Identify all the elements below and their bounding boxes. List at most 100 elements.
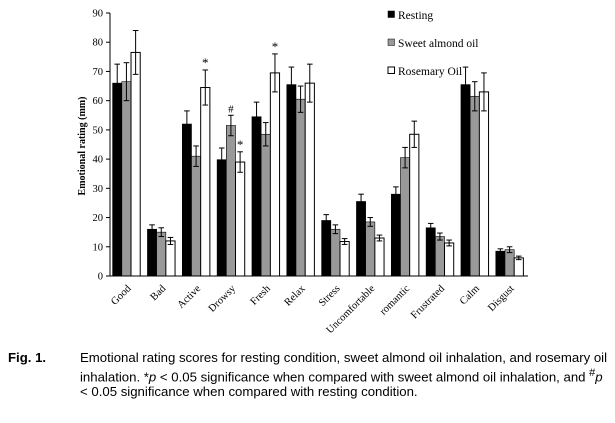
legend-label: Sweet almond oil (398, 38, 479, 50)
error-bar (123, 62, 130, 102)
error-bar (237, 151, 243, 173)
axes (109, 13, 528, 277)
y-tick-label: 20 (93, 213, 104, 224)
error-bar (427, 222, 434, 233)
y-tick-label: 60 (93, 96, 104, 107)
bar-sweet-almond-oil (469, 95, 480, 277)
error-bar (481, 72, 487, 112)
bar-rosemary-oil (165, 240, 176, 277)
error-bar (341, 238, 348, 245)
bar-sweet-almond-oil (121, 81, 132, 277)
bar-chart: Emotional rating (mm) 0 10 20 30 40 50 60 70 80 9… (77, 9, 528, 336)
bar-resting (216, 159, 227, 277)
bar-resting (112, 82, 123, 277)
bar-rosemary-oil (130, 51, 141, 277)
bar-rosemary-oil (200, 87, 211, 277)
bar-resting (321, 220, 332, 277)
bar-sweet-almond-oil (295, 98, 306, 277)
bar-resting (286, 84, 297, 277)
caption-text-3: < 0.05 significance when compared with r… (80, 384, 418, 400)
error-bar (411, 120, 418, 148)
bar-sweet-almond-oil (226, 125, 236, 277)
y-tick-label: 80 (93, 38, 104, 49)
bar-resting (356, 201, 366, 277)
error-bar (402, 146, 408, 169)
caption-label: Fig. 1. (8, 350, 47, 365)
caption-text: Emotional rating scores for resting cond… (80, 350, 608, 400)
error-bar (462, 66, 469, 103)
bar-resting (390, 193, 401, 277)
significance-mark: * (202, 55, 209, 70)
y-tick-label: 50 (93, 125, 104, 136)
bars (112, 51, 524, 277)
error-bar (471, 81, 478, 112)
error-bar (149, 224, 155, 235)
error-bar (332, 224, 339, 235)
significance-mark: * (237, 137, 244, 152)
bar-rosemary-oil (478, 91, 490, 277)
bar-rosemary-oil (339, 241, 350, 277)
x-tick-label: Frustrated (409, 283, 447, 321)
error-bar (323, 214, 330, 227)
y-tick-label: 40 (93, 155, 104, 166)
x-tick-label: Good (109, 283, 134, 308)
error-bar (202, 69, 209, 106)
bar-rosemary-oil (235, 161, 246, 277)
bar-resting (460, 84, 471, 277)
significance-mark: * (272, 39, 279, 54)
error-bar (306, 63, 313, 103)
error-bar (114, 63, 121, 103)
bar-resting (425, 227, 436, 277)
bar-rosemary-oil (513, 257, 524, 277)
caption-p-2: p (595, 368, 603, 384)
bar-rosemary-oil (409, 133, 420, 277)
y-tick-label: 90 (93, 9, 104, 20)
bar-rosemary-oil (374, 237, 385, 277)
error-bar (253, 101, 260, 132)
legend-swatch (387, 66, 395, 74)
error-bar (184, 110, 190, 138)
error-bar (262, 122, 269, 147)
error-bar (218, 147, 225, 172)
error-bar (288, 66, 295, 103)
bar-resting (495, 250, 506, 277)
x-tick-label: Drowsy (207, 283, 239, 315)
x-tick-label: romantic (378, 283, 412, 317)
error-bar (367, 217, 374, 227)
x-tick-label: Stress (317, 283, 343, 309)
x-tick-label: Disgust (486, 283, 517, 314)
error-bar (358, 193, 364, 210)
error-bar (506, 246, 513, 254)
bar-sweet-almond-oil (365, 221, 376, 277)
significance-annotations: * # * * (202, 39, 278, 152)
error-bar (167, 236, 174, 245)
error-bar (193, 145, 199, 167)
legend-swatch (387, 38, 395, 46)
x-tick-label: Active (176, 283, 204, 311)
legend-swatch (387, 10, 395, 18)
bar-rosemary-oil (269, 72, 281, 277)
legend-item: Sweet almond oil (387, 38, 479, 50)
caption-p-1: p (148, 368, 157, 384)
legend-item: Rosemary Oil (387, 66, 462, 78)
y-tick-label: 10 (93, 242, 104, 253)
y-axis-ticks: 0 10 20 30 40 50 60 70 80 90 (93, 9, 110, 283)
y-axis-label: Emotional rating (mm) (77, 97, 88, 196)
legend-label: Rosemary Oil (398, 66, 462, 78)
bar-sweet-almond-oil (400, 157, 410, 277)
bar-sweet-almond-oil (260, 133, 271, 277)
error-bar (393, 186, 399, 202)
error-bar (297, 85, 304, 113)
legend-item: Resting (387, 10, 433, 22)
bar-resting (147, 228, 157, 277)
error-bar (132, 30, 139, 75)
caption-hash: # (589, 366, 596, 379)
y-axis-label-group: Emotional rating (mm) (77, 97, 88, 196)
error-bar (515, 255, 522, 261)
bar-resting (251, 116, 262, 277)
y-tick-label: 0 (98, 272, 103, 283)
bar-sweet-almond-oil (504, 249, 515, 277)
legend: Resting Sweet almond oil Rosemary Oil (387, 10, 479, 78)
bar-sweet-almond-oil (330, 228, 341, 277)
error-bar (228, 114, 234, 137)
